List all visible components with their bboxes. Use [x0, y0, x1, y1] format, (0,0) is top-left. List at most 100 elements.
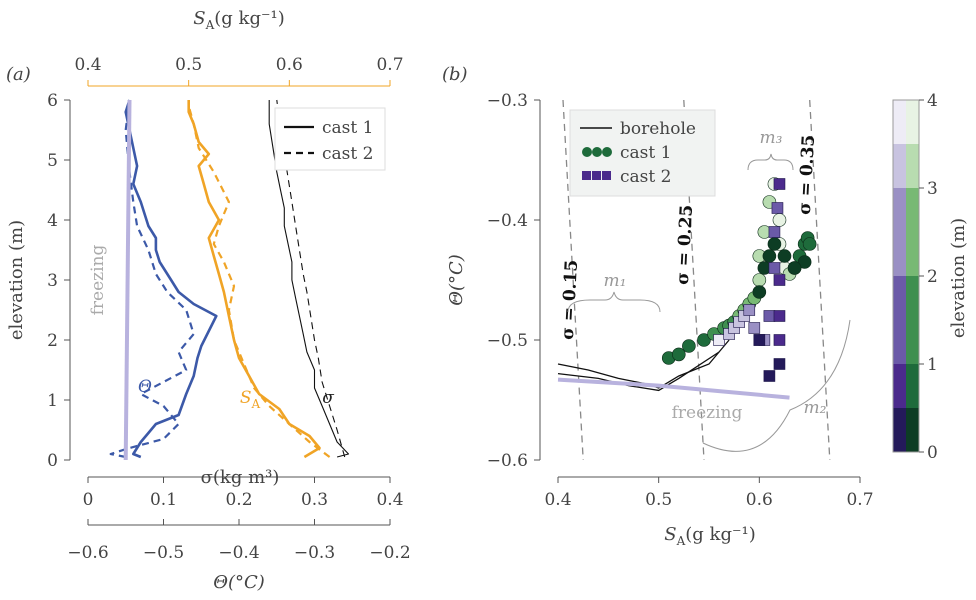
- colorbar-tick-label: 3: [927, 179, 938, 199]
- legend-b-swatch: [602, 171, 611, 180]
- colorbar-cell-cast2: [893, 320, 906, 364]
- sigma-axis-tick-label: 0.4: [376, 490, 403, 510]
- legend-b: borehole cast 1 cast 2: [569, 109, 716, 197]
- cast2-point: [748, 322, 761, 334]
- colorbar-cell-cast1: [906, 100, 919, 144]
- cast2-point: [773, 334, 786, 346]
- sigma-axis-tick-label: 0.2: [225, 490, 252, 510]
- legend-b-swatch: [602, 147, 612, 157]
- legend-b-label: cast 2: [620, 167, 671, 187]
- cast2-point: [773, 310, 786, 322]
- cast2-point: [763, 370, 776, 382]
- cast2-point: [773, 358, 786, 370]
- m3-brace: [747, 153, 794, 171]
- y-axis-tick-label: 5: [47, 151, 58, 171]
- legend-a-label: cast 2: [322, 144, 373, 164]
- colorbar-cell-cast1: [906, 232, 919, 276]
- b-x-axis-tick-label: 0.7: [846, 490, 873, 510]
- legend-a: cast 1 cast 2: [274, 107, 386, 171]
- cast1-point: [697, 333, 711, 347]
- theta-axis-tick-label: −0.4: [218, 543, 259, 563]
- y-axis-tick-label: 3: [47, 271, 58, 291]
- cast2-point: [753, 334, 766, 346]
- colorbar-cell-cast2: [893, 188, 906, 232]
- colorbar-cell-cast2: [893, 276, 906, 320]
- legend-b-swatch: [592, 147, 602, 157]
- theta-axis-tick-label: −0.2: [369, 543, 410, 563]
- cast1-point: [682, 339, 696, 353]
- legend-b-swatch: [582, 171, 591, 180]
- cast2-point: [773, 274, 786, 286]
- panel-a: (a) 0.4 0.5 0.6 0.7 SA(g kg⁻¹) 0 1 2 3 4 5 6 elevatio…: [6, 8, 411, 593]
- b-x-axis-tick-label: 0.6: [746, 490, 773, 510]
- m3-label: m₃: [760, 128, 783, 148]
- theta-axis-tick-label: −0.5: [143, 543, 184, 563]
- cast1-point: [772, 213, 787, 227]
- theta-axis-title: Θ(°C): [213, 572, 265, 593]
- sigma-axis-tick-label: 0.3: [301, 490, 328, 510]
- b-x-axis-title: SA(g kg⁻¹): [664, 524, 755, 548]
- freezing-annotation: freezing: [88, 245, 108, 316]
- b-y-axis-title: Θ(°C): [446, 254, 467, 306]
- colorbar-tick-label: 4: [927, 91, 938, 111]
- legend-b-label: borehole: [620, 119, 696, 139]
- cast1-point: [802, 237, 817, 251]
- colorbar-cell-cast2: [893, 364, 906, 408]
- theta-axis-tick-label: −0.6: [67, 543, 108, 563]
- cast1-point: [767, 237, 782, 251]
- cast1-point: [671, 347, 686, 362]
- colorbar-cell-cast1: [906, 320, 919, 364]
- panel-a-label: (a): [6, 64, 31, 85]
- salinity-annotation: SA: [240, 388, 261, 411]
- colorbar-cell-cast1: [906, 144, 919, 188]
- cast2-point: [713, 334, 725, 346]
- m2-label: m₂: [804, 398, 827, 418]
- freezing-line: [123, 99, 132, 461]
- theta-annotation: Θ: [138, 377, 152, 397]
- cast1-point: [797, 255, 812, 269]
- theta-cast2-line: [109, 99, 195, 459]
- sigma-annotation: σ: [322, 388, 334, 408]
- y-axis-title: elevation (m): [6, 220, 27, 340]
- m2-brace: [702, 319, 851, 452]
- top-axis-tick-label: 0.4: [74, 55, 101, 75]
- colorbar-cell-cast2: [893, 144, 906, 188]
- top-axis-tick-label: 0.5: [175, 55, 202, 75]
- legend-a-label: cast 1: [322, 118, 373, 138]
- colorbar-title: elevation (m): [948, 218, 969, 338]
- colorbar-cell-cast1: [906, 364, 919, 408]
- colorbar-tick-label: 2: [927, 267, 938, 287]
- cast2-point: [768, 262, 781, 274]
- top-axis-tick-label: 0.7: [376, 55, 403, 75]
- theta-cast1-line: [124, 99, 218, 459]
- y-axis-tick-label: 6: [47, 91, 58, 111]
- cast2-point: [743, 304, 756, 316]
- top-axis-tick-label: 0.6: [276, 55, 303, 75]
- sigma-contour-label: σ = 0.25: [673, 204, 697, 285]
- top-axis-title: SA(g kg⁻¹): [193, 8, 284, 32]
- b-x-axis-tick-label: 0.5: [645, 490, 672, 510]
- y-axis-tick-label: 1: [47, 391, 58, 411]
- panel-b: (b) −0.3 −0.4 −0.5 −0.6 Θ(°C) 0.4 0.5 0.6 0.7 SA(g…: [442, 64, 969, 548]
- colorbar-cell-cast2: [893, 408, 906, 452]
- b-y-axis-tick-label: −0.6: [487, 451, 528, 471]
- cast2-point: [768, 226, 781, 238]
- y-axis-tick-label: 0: [47, 451, 58, 471]
- b-y-axis-tick-label: −0.5: [487, 331, 528, 351]
- colorbar-tick-label: 0: [927, 443, 938, 463]
- legend-b-swatch: [592, 171, 601, 180]
- colorbar-cell-cast1: [906, 276, 919, 320]
- cast1-point: [752, 273, 767, 287]
- cast2-point: [763, 310, 776, 322]
- colorbar-cell-cast1: [906, 408, 919, 452]
- legend-b-swatch: [582, 147, 592, 157]
- y-axis-tick-label: 2: [47, 331, 58, 351]
- sigma-axis-tick-label: 0: [83, 490, 94, 510]
- colorbar-cell-cast2: [893, 232, 906, 276]
- sigma-contour-label: σ = 0.35: [795, 134, 819, 215]
- borehole-line: [557, 351, 720, 392]
- sigma-cast2-line: [276, 99, 346, 458]
- cast2-point: [773, 178, 786, 190]
- b-y-axis-tick-label: −0.4: [487, 211, 528, 231]
